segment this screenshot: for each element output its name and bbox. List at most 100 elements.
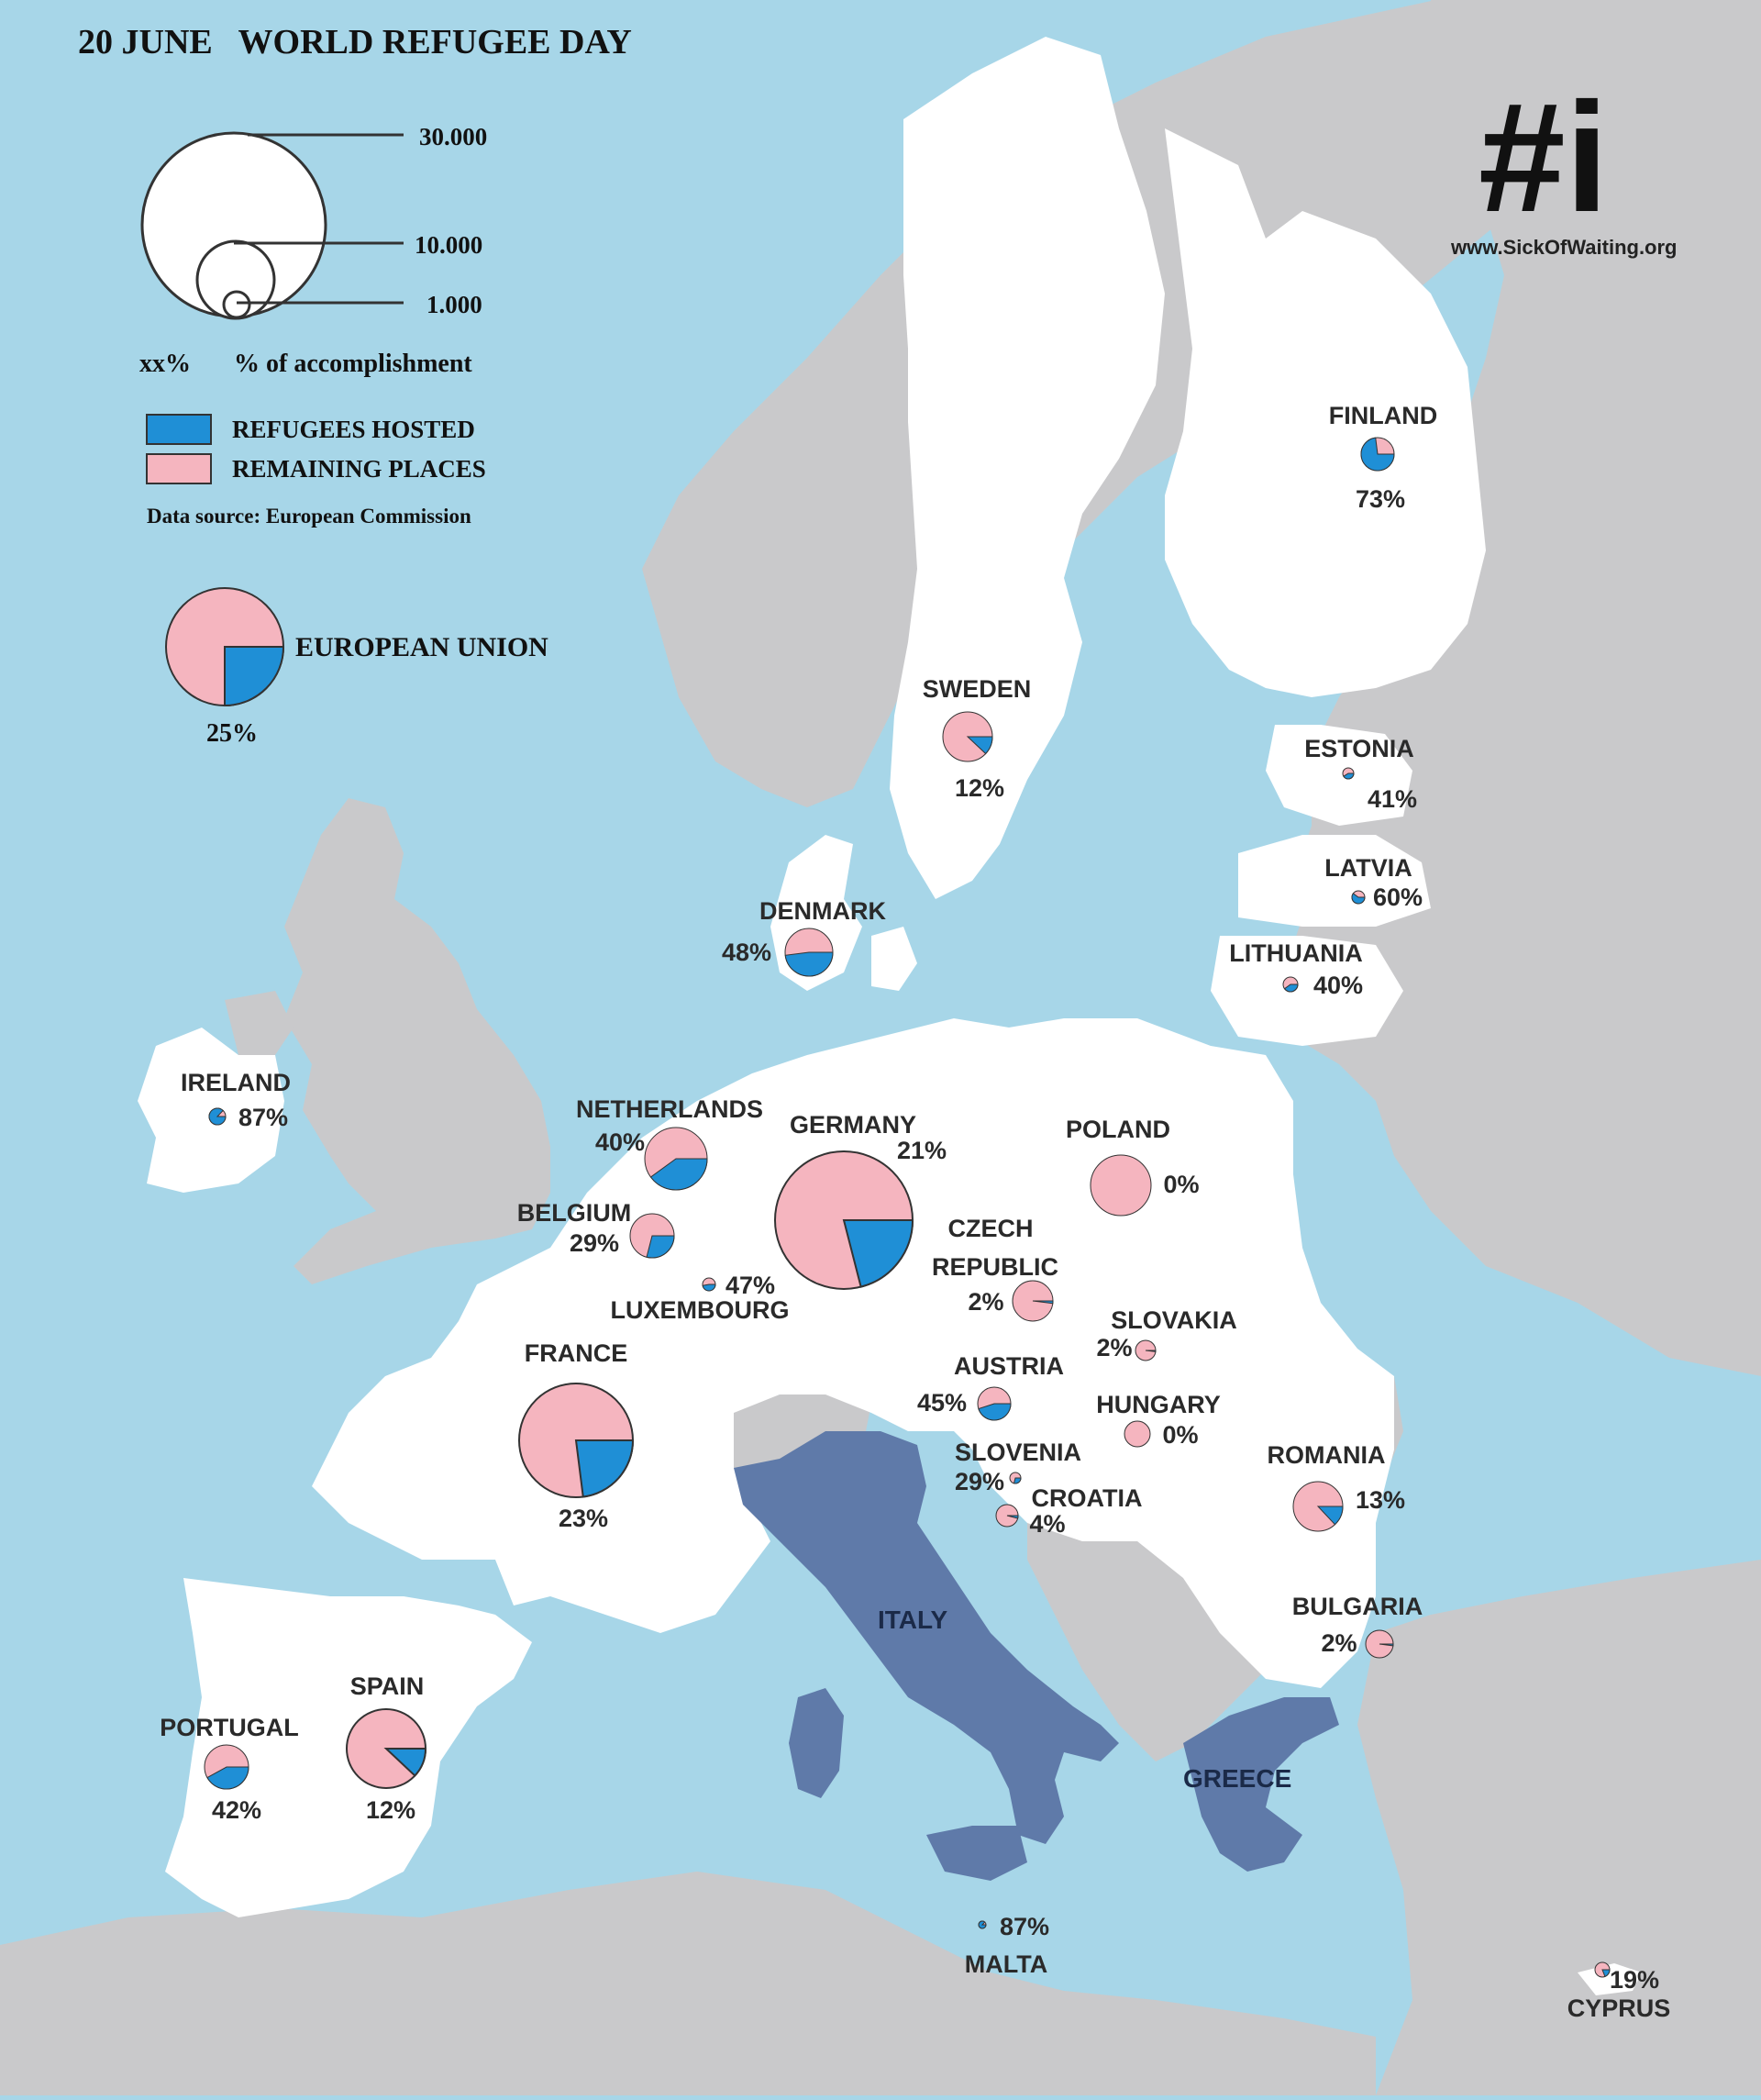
pie-slovenia: [1009, 1472, 1022, 1484]
poland-name: POLAND: [1066, 1116, 1170, 1143]
pie-netherlands: [644, 1127, 708, 1191]
slovenia-pct: 29%: [955, 1468, 1004, 1495]
austria-name: AUSTRIA: [954, 1352, 1064, 1380]
pie-france-hosted: [574, 1439, 635, 1498]
lithuania-name: LITHUANIA: [1229, 939, 1362, 967]
bulgaria-name: BULGARIA: [1292, 1593, 1423, 1620]
pie-austria: [977, 1386, 1012, 1421]
pie-eu: [165, 587, 285, 707]
legend-hosted-label: REFUGEES HOSTED: [232, 416, 475, 443]
pie-estonia: [1342, 767, 1355, 780]
luxembourg-pct: 47%: [725, 1272, 775, 1299]
legend-size-30000: 30.000: [419, 123, 487, 150]
northern-ireland-land: [225, 991, 294, 1055]
estonia-pct: 41%: [1368, 785, 1417, 813]
pie-denmark: [784, 928, 834, 977]
lithuania-land: [1211, 936, 1403, 1046]
pie-netherlands-hosted: [649, 1158, 708, 1191]
pie-ireland: [208, 1107, 227, 1126]
pie-eu-overall: [165, 587, 285, 707]
malta-pct: 87%: [1000, 1913, 1049, 1940]
spain-name: SPAIN: [350, 1672, 425, 1700]
legend-size-10000: 10.000: [415, 231, 482, 259]
pie-slovakia-hosted: [1145, 1350, 1157, 1352]
latvia-pct: 60%: [1373, 883, 1423, 911]
sweden-pct: 12%: [955, 774, 1004, 802]
romania-pct: 13%: [1356, 1486, 1405, 1514]
lithuania-pct: 40%: [1313, 972, 1363, 999]
pie-cyprus-hosted: [1601, 1969, 1611, 1978]
pie-slovakia: [1135, 1339, 1157, 1361]
pie-france: [518, 1383, 635, 1498]
pie-hungary-remaining: [1124, 1420, 1151, 1448]
pie-belgium-hosted: [646, 1235, 675, 1259]
italy-label: ITALY: [878, 1606, 948, 1634]
croatia-name: CROATIA: [1032, 1484, 1143, 1512]
legend-percent-symbol: xx%: [139, 350, 191, 378]
pie-romania: [1292, 1481, 1344, 1532]
eu-pct: 25%: [206, 719, 258, 748]
pie-finland: [1360, 437, 1395, 472]
slovenia-name: SLOVENIA: [955, 1439, 1081, 1466]
netherlands-name: NETHERLANDS: [576, 1095, 763, 1123]
finland-pct: 73%: [1356, 485, 1405, 513]
sweden-land: [890, 37, 1165, 899]
logo: #i www.SickOfWaiting.org: [1450, 71, 1678, 259]
pie-spain: [346, 1708, 427, 1789]
slovakia-pct: 2%: [1096, 1334, 1132, 1361]
pie-finland-hosted: [1360, 437, 1395, 472]
estonia-name: ESTONIA: [1304, 735, 1414, 762]
legend-size-1000: 1.000: [426, 291, 482, 318]
denmark-name: DENMARK: [759, 897, 886, 925]
pie-portugal: [204, 1744, 249, 1790]
pie-lithuania-hosted: [1283, 983, 1299, 993]
pie-germany-hosted: [842, 1219, 914, 1288]
pie-croatia: [995, 1504, 1019, 1528]
germany-name: GERMANY: [790, 1111, 916, 1139]
pie-bulgaria-hosted: [1379, 1643, 1394, 1647]
spain-pct: 12%: [366, 1796, 415, 1824]
czech-name-line1: CZECH: [948, 1215, 1034, 1242]
legend-source: Data source: European Commission: [147, 505, 471, 528]
pie-sweden: [942, 711, 993, 762]
legend-percent-label: % of accomplishment: [234, 350, 472, 378]
pie-latvia-hosted: [1351, 893, 1366, 905]
turkey-land: [1357, 1560, 1761, 2095]
finland-land: [1165, 128, 1486, 697]
pie-denmark-hosted: [784, 951, 834, 977]
czech-name-line2: REPUBLIC: [932, 1253, 1058, 1281]
netherlands-pct: 40%: [595, 1128, 645, 1156]
legend-circle-1000: [222, 290, 251, 319]
pie-spain-hosted: [383, 1748, 427, 1777]
czech-pct: 2%: [968, 1288, 1003, 1316]
sweden-name: SWEDEN: [923, 675, 1032, 703]
germany-pct: 21%: [897, 1137, 947, 1164]
cyprus-land: [1578, 1963, 1642, 1995]
pie-malta-hosted: [978, 1920, 987, 1929]
ireland-name: IRELAND: [181, 1069, 291, 1096]
pie-croatia-hosted: [1006, 1515, 1019, 1519]
ireland-land: [138, 1028, 284, 1193]
country-pies: [204, 437, 1611, 1978]
pie-germany: [774, 1150, 914, 1290]
sicily-land: [926, 1826, 1027, 1881]
pie-poland: [1090, 1154, 1152, 1217]
pie-malta: [978, 1920, 987, 1929]
pie-cyprus: [1594, 1961, 1611, 1978]
greece-label: GREECE: [1183, 1764, 1291, 1793]
austria-pct: 45%: [917, 1389, 967, 1417]
pie-austria-hosted: [978, 1403, 1012, 1421]
cyprus-pct: 19%: [1610, 1966, 1659, 1994]
hungary-name: HUNGARY: [1096, 1391, 1221, 1418]
pie-luxembourg: [702, 1277, 716, 1292]
romania-name: ROMANIA: [1268, 1441, 1386, 1469]
finland-name: FINLAND: [1329, 402, 1437, 429]
pie-belgium: [629, 1213, 675, 1259]
pie-czech: [1012, 1280, 1054, 1322]
latvia-land: [1238, 835, 1431, 927]
pie-ireland-hosted: [208, 1107, 227, 1126]
pie-estonia-hosted: [1343, 772, 1355, 780]
